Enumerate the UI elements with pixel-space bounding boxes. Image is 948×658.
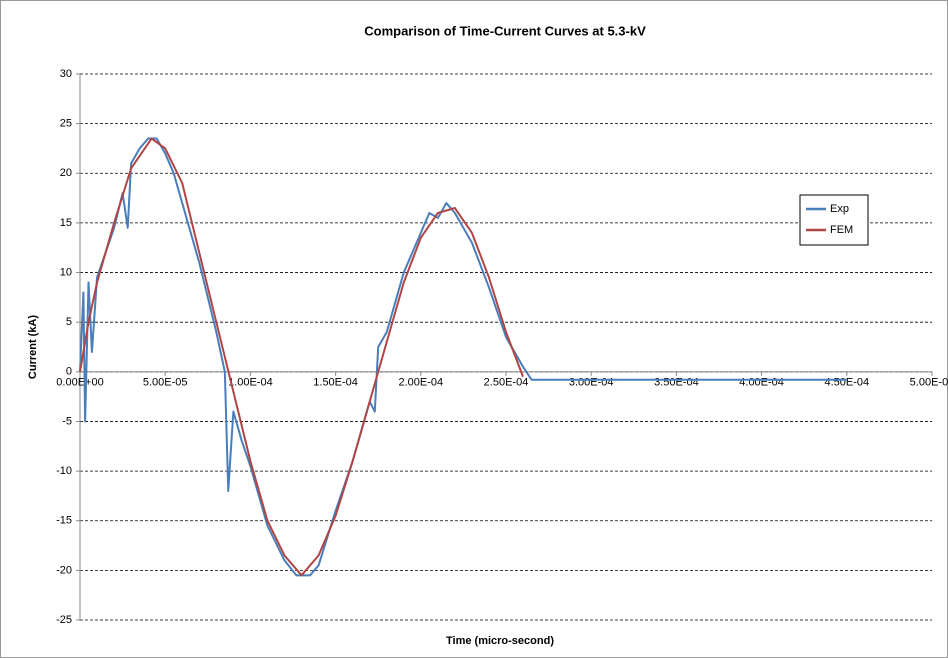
y-tick-label: 30 [60,68,72,80]
x-axis-label: Time (micro-second) [446,635,554,647]
y-axis-label: Current (kA) [27,315,39,380]
y-tick-label: -5 [62,415,72,427]
x-tick-label: 1.00E-04 [228,377,273,389]
series-line [79,137,847,577]
y-tick-label: -10 [56,465,72,477]
y-tick-label: -15 [56,515,72,527]
y-tick-label: 10 [60,266,72,278]
series-line [79,137,524,577]
x-tick-label: 2.00E-04 [398,377,443,389]
x-tick-label: 4.50E-04 [824,377,869,389]
y-tick-label: 5 [66,316,72,328]
x-tick-label: 3.00E-04 [569,377,614,389]
y-tick-label: 15 [60,217,72,229]
x-tick-label: 3.50E-04 [654,377,699,389]
y-tick-label: 25 [60,118,72,130]
chart-title: Comparison of Time-Current Curves at 5.3… [364,23,646,38]
x-tick-label: 2.50E-04 [484,377,529,389]
legend-label: FEM [830,224,853,236]
x-tick-label: 5.00E-05 [143,377,188,389]
x-tick-label: 0.00E+00 [56,377,103,389]
y-tick-label: -20 [56,564,72,576]
x-tick-label: 5.00E-04 [910,377,948,389]
y-tick-label: -25 [56,614,72,626]
y-tick-label: 20 [60,167,72,179]
y-tick-label: 0 [66,366,72,378]
x-tick-label: 4.00E-04 [739,377,784,389]
legend-label: Exp [830,203,849,215]
legend-box [799,194,869,246]
x-tick-label: 1.50E-04 [313,377,358,389]
